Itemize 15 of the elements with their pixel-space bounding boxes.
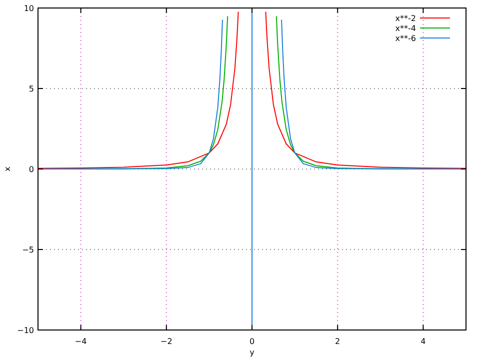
x-axis-title: y (250, 348, 255, 357)
y-tick-label: 10 (24, 4, 34, 13)
x-tick-label: −2 (160, 337, 172, 346)
y-tick-label: 5 (28, 84, 34, 94)
y-tick-label: 0 (28, 165, 34, 174)
legend-label: x**-4 (395, 24, 416, 33)
y-tick-label: −10 (17, 326, 34, 335)
x-tick-label: 0 (249, 337, 255, 346)
x-tick-label: 2 (335, 337, 340, 346)
x-tick-label: 4 (420, 337, 426, 346)
legend-label: x**-6 (395, 34, 416, 43)
y-tick-label: −5 (22, 246, 34, 254)
y-axis-title: x (3, 166, 12, 172)
legend-label: x**-2 (395, 14, 416, 23)
x-tick-label: −4 (74, 337, 87, 346)
